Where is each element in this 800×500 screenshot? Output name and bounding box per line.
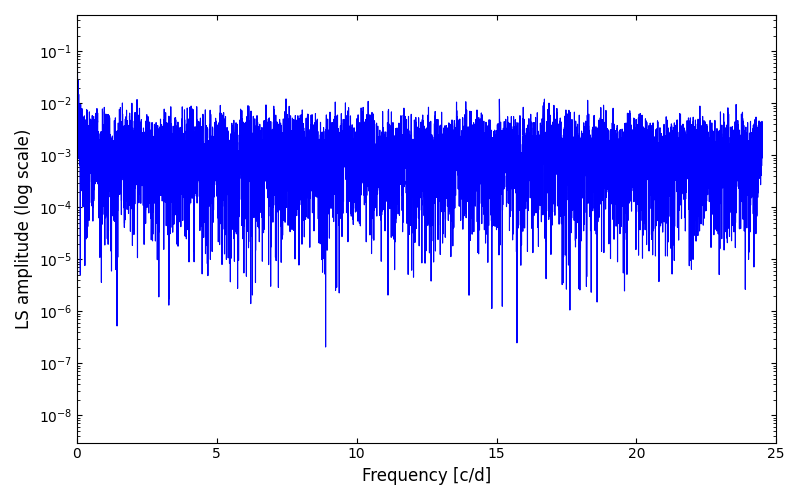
Y-axis label: LS amplitude (log scale): LS amplitude (log scale)	[15, 128, 33, 329]
X-axis label: Frequency [c/d]: Frequency [c/d]	[362, 467, 491, 485]
